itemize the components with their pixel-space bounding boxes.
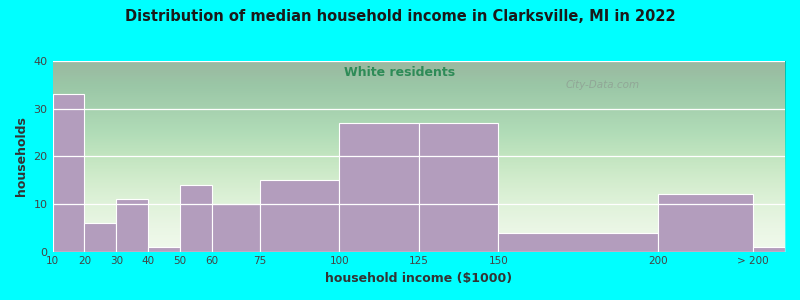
Bar	[116, 199, 148, 252]
Bar	[148, 247, 180, 252]
Bar	[53, 94, 84, 252]
Text: White residents: White residents	[345, 66, 455, 79]
Bar	[212, 204, 259, 252]
Bar	[753, 247, 785, 252]
Bar	[658, 194, 753, 252]
Y-axis label: households: households	[15, 116, 28, 196]
X-axis label: household income ($1000): household income ($1000)	[326, 272, 512, 285]
Bar	[339, 123, 418, 252]
Text: Distribution of median household income in Clarksville, MI in 2022: Distribution of median household income …	[125, 9, 675, 24]
Bar	[418, 123, 498, 252]
Bar	[84, 223, 116, 252]
Bar	[180, 185, 212, 252]
Bar	[259, 180, 339, 252]
Bar	[498, 232, 658, 252]
Text: City-Data.com: City-Data.com	[566, 80, 639, 90]
